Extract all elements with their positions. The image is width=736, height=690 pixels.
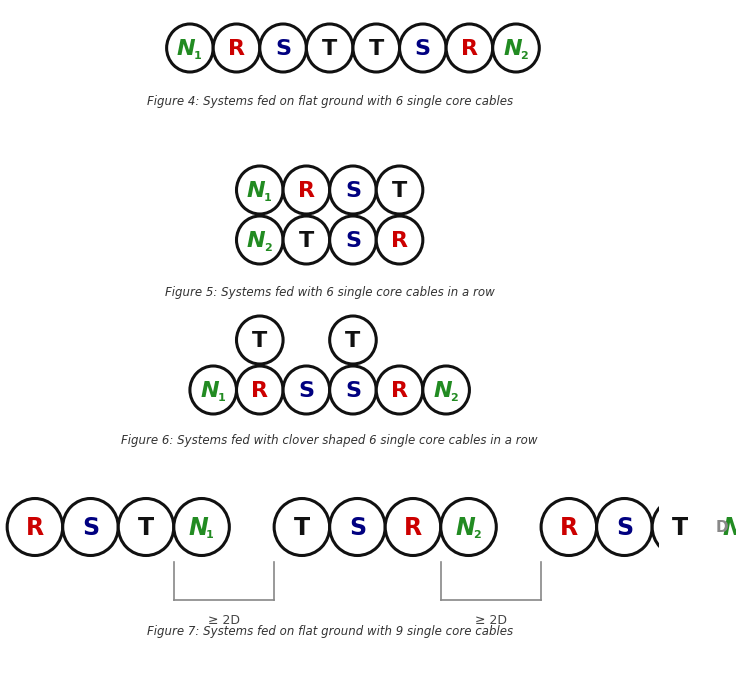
Text: R: R <box>391 381 408 401</box>
Ellipse shape <box>353 24 400 72</box>
Text: N: N <box>503 39 522 59</box>
Text: R: R <box>560 516 578 540</box>
Ellipse shape <box>541 498 597 555</box>
Text: S: S <box>298 381 314 401</box>
Text: N: N <box>722 516 736 540</box>
Ellipse shape <box>330 316 376 364</box>
Ellipse shape <box>376 216 423 264</box>
Text: T: T <box>322 39 337 59</box>
Text: N: N <box>188 516 208 540</box>
Ellipse shape <box>7 498 63 555</box>
Text: R: R <box>251 381 269 401</box>
Text: T: T <box>138 516 154 540</box>
Text: 1: 1 <box>217 393 225 403</box>
Text: 2: 2 <box>520 51 528 61</box>
Ellipse shape <box>330 366 376 414</box>
Text: Figure 6: Systems fed with clover shaped 6 single core cables in a row: Figure 6: Systems fed with clover shaped… <box>121 434 538 447</box>
Text: T: T <box>369 39 384 59</box>
Ellipse shape <box>213 24 260 72</box>
Text: N: N <box>434 381 452 401</box>
Text: 1: 1 <box>206 530 213 540</box>
Ellipse shape <box>236 216 283 264</box>
Text: T: T <box>345 331 361 351</box>
Text: S: S <box>415 39 431 59</box>
Text: N: N <box>200 381 219 401</box>
Text: T: T <box>392 181 407 201</box>
Ellipse shape <box>446 24 492 72</box>
Text: ≥ 2D: ≥ 2D <box>208 613 240 627</box>
Ellipse shape <box>236 316 283 364</box>
Ellipse shape <box>118 498 174 555</box>
Text: Figure 5: Systems fed with 6 single core cables in a row: Figure 5: Systems fed with 6 single core… <box>165 286 495 299</box>
Ellipse shape <box>236 366 283 414</box>
Text: R: R <box>391 231 408 251</box>
Ellipse shape <box>492 24 539 72</box>
Text: S: S <box>345 181 361 201</box>
Text: S: S <box>345 231 361 251</box>
Text: N: N <box>247 181 266 201</box>
Text: 2: 2 <box>473 530 481 540</box>
Ellipse shape <box>597 498 652 555</box>
Text: R: R <box>404 516 422 540</box>
Ellipse shape <box>283 366 330 414</box>
Ellipse shape <box>330 166 376 214</box>
Text: T: T <box>672 516 688 540</box>
Ellipse shape <box>306 24 353 72</box>
Text: N: N <box>177 39 196 59</box>
Ellipse shape <box>190 366 236 414</box>
Text: 2: 2 <box>450 393 458 403</box>
Ellipse shape <box>174 498 230 555</box>
Text: R: R <box>26 516 44 540</box>
Ellipse shape <box>260 24 306 72</box>
Text: S: S <box>345 381 361 401</box>
Text: R: R <box>298 181 315 201</box>
Text: Figure 7: Systems fed on flat ground with 9 single core cables: Figure 7: Systems fed on flat ground wit… <box>146 626 513 638</box>
Ellipse shape <box>708 498 736 555</box>
Ellipse shape <box>330 498 385 555</box>
Text: R: R <box>228 39 245 59</box>
Text: S: S <box>275 39 291 59</box>
Text: N: N <box>455 516 475 540</box>
Text: D: D <box>715 520 729 535</box>
Text: S: S <box>349 516 366 540</box>
Text: 1: 1 <box>264 193 272 203</box>
Ellipse shape <box>236 166 283 214</box>
Ellipse shape <box>283 216 330 264</box>
Ellipse shape <box>376 366 423 414</box>
Ellipse shape <box>400 24 446 72</box>
Ellipse shape <box>330 216 376 264</box>
Ellipse shape <box>423 366 470 414</box>
Ellipse shape <box>166 24 213 72</box>
Text: S: S <box>616 516 633 540</box>
Ellipse shape <box>376 166 423 214</box>
Text: R: R <box>461 39 478 59</box>
Text: Figure 4: Systems fed on flat ground with 6 single core cables: Figure 4: Systems fed on flat ground wit… <box>146 95 513 108</box>
Text: ≥ 2D: ≥ 2D <box>475 613 507 627</box>
Ellipse shape <box>283 166 330 214</box>
Ellipse shape <box>63 498 118 555</box>
Ellipse shape <box>441 498 496 555</box>
Text: T: T <box>299 231 314 251</box>
FancyBboxPatch shape <box>710 498 734 555</box>
Text: T: T <box>294 516 310 540</box>
Text: 2: 2 <box>264 243 272 253</box>
Text: 1: 1 <box>194 51 202 61</box>
Ellipse shape <box>274 498 330 555</box>
Text: S: S <box>82 516 99 540</box>
Text: T: T <box>252 331 267 351</box>
Ellipse shape <box>385 498 441 555</box>
Text: N: N <box>247 231 266 251</box>
Ellipse shape <box>652 498 708 555</box>
